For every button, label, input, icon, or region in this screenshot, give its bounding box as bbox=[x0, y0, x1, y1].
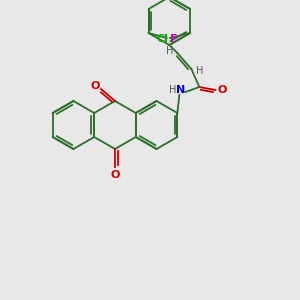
Text: O: O bbox=[218, 85, 227, 95]
Text: O: O bbox=[110, 170, 120, 180]
Text: H: H bbox=[166, 46, 173, 56]
Text: O: O bbox=[90, 81, 100, 91]
Text: Cl: Cl bbox=[156, 34, 168, 44]
Text: N: N bbox=[176, 85, 185, 95]
Text: H: H bbox=[196, 66, 203, 76]
Text: F: F bbox=[170, 34, 177, 44]
Text: H: H bbox=[169, 85, 176, 95]
